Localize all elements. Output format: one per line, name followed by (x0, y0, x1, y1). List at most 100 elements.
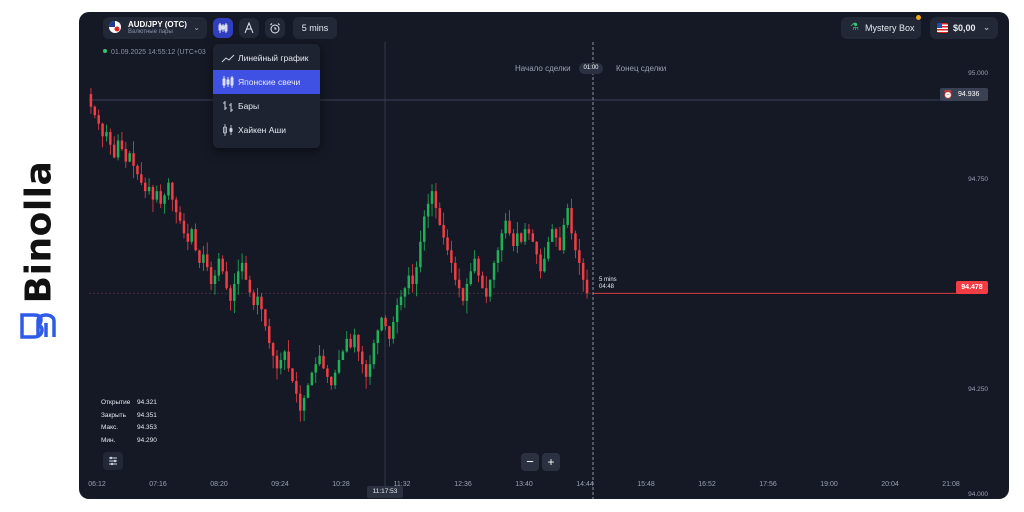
open-value: 94.321 (137, 399, 157, 406)
candle-body (574, 233, 577, 251)
close-value: 94.351 (137, 411, 157, 419)
candle-body (186, 233, 190, 242)
candle-body (465, 284, 469, 301)
candle-body (430, 191, 434, 204)
y-tick-label: 94.750 (968, 176, 988, 183)
candle-body (182, 220, 186, 234)
candle-body (302, 397, 306, 411)
candle-body (295, 381, 298, 394)
close-label: Закрыть (101, 411, 127, 419)
candle-body (326, 368, 329, 377)
asset-name: AUD/JPY (OTC) (128, 20, 187, 29)
asset-selector[interactable]: AUD/JPY (OTC) Валютные пары ⌄ (103, 17, 207, 39)
candle-body (279, 359, 283, 369)
menu-item-label: Линейный график (238, 53, 309, 63)
menu-item-line-chart[interactable]: Линейный график (213, 46, 320, 70)
us-flag-icon (937, 23, 948, 33)
candle-body (388, 326, 391, 339)
candle-body (306, 385, 310, 398)
balance-selector[interactable]: $0,00 ⌄ (930, 17, 998, 39)
mystery-box-button[interactable]: ⚗ Mystery Box (841, 15, 921, 39)
candle-body (205, 254, 209, 268)
chart-type-button[interactable] (213, 18, 233, 38)
candle-body (558, 237, 562, 251)
asset-category: Валютные пары (128, 29, 173, 35)
candle-body (364, 364, 368, 377)
candle-body (225, 271, 228, 289)
candle-body (299, 393, 302, 411)
candle-body (337, 359, 341, 373)
candle-body (248, 279, 252, 293)
candle-body (105, 132, 108, 137)
candle-body (109, 132, 112, 145)
alarm-icon: ⏰ (943, 90, 953, 99)
x-tick-label: 11:32 (393, 481, 411, 488)
candle-body (403, 288, 407, 297)
candles-icon (218, 23, 228, 33)
candle-body (136, 165, 139, 175)
candle-body (581, 262, 585, 280)
candle-body (535, 241, 538, 255)
candle-body (349, 338, 352, 348)
price-chart[interactable] (79, 12, 1009, 499)
candle-body (368, 364, 372, 377)
drawing-icon (244, 21, 254, 34)
zoom-out-button[interactable]: − (521, 453, 539, 471)
candle-body (384, 317, 387, 327)
bars-icon (223, 101, 233, 112)
candle-body (578, 250, 581, 263)
candle-body (333, 372, 337, 386)
candle-body (291, 368, 294, 382)
brand-sidebar: Binolla (0, 0, 78, 512)
candle-body (523, 229, 527, 242)
x-tick-label: 17:56 (759, 481, 777, 488)
candle-body (492, 262, 496, 280)
candle-body (167, 182, 170, 196)
trading-app: 01.09.2025 14:55:12 (UTC+03 95.000 94.75… (79, 12, 1009, 499)
x-tick-label: 08:20 (210, 481, 228, 488)
candle-body (112, 144, 116, 158)
price-alert-marker[interactable]: ⏰ 94.936 (940, 88, 988, 101)
candle-body (570, 208, 573, 234)
alarm-icon (270, 23, 280, 34)
candle-body (322, 355, 325, 369)
candle-body (240, 262, 244, 272)
candle-body (411, 275, 414, 284)
gift-icon: ⚗ (850, 22, 859, 33)
countdown-timeframe: 5 mins (599, 277, 617, 283)
candle-body (140, 174, 143, 183)
menu-item-candles[interactable]: Японские свечи (213, 70, 320, 94)
x-tick-label: 06:12 (88, 481, 106, 488)
x-tick-label: 21:08 (942, 481, 960, 488)
candle-body (446, 237, 449, 251)
candle-body (554, 229, 558, 238)
candle-body (93, 106, 97, 116)
candle-body (163, 195, 166, 204)
candle-body (426, 203, 430, 217)
brand-name: Binolla (18, 160, 60, 304)
zoom-in-button[interactable]: + (542, 453, 560, 471)
candle-body (407, 275, 411, 289)
candle-body (271, 343, 275, 356)
candle-body (508, 220, 511, 234)
price-alert-button[interactable] (265, 18, 285, 38)
drawing-tools-button[interactable] (239, 18, 259, 38)
chart-settings-button[interactable] (103, 452, 123, 470)
menu-item-heikin-ashi[interactable]: Хайкен Аши (213, 118, 320, 142)
aud-jpy-flag-icon (109, 21, 121, 33)
chevron-down-icon: ⌄ (193, 23, 200, 32)
ohlc-info: Открытие 94.321 Закрыть 94.351 Макс. 94.353… (101, 397, 157, 447)
candle-body (423, 216, 426, 242)
candle-body (488, 279, 492, 297)
candle-body (477, 258, 480, 276)
candle-body (562, 224, 566, 251)
menu-item-label: Хайкен Аши (238, 125, 286, 135)
candle-body (434, 191, 438, 209)
candle-body (550, 229, 554, 242)
x-tick-label: 07:16 (149, 481, 167, 488)
low-value: 94.290 (137, 436, 157, 444)
timeframe-selector[interactable]: 5 mins (293, 17, 337, 39)
candle-body (341, 351, 345, 360)
x-tick-label: 09:24 (271, 481, 289, 488)
menu-item-bars[interactable]: Бары (213, 94, 320, 118)
